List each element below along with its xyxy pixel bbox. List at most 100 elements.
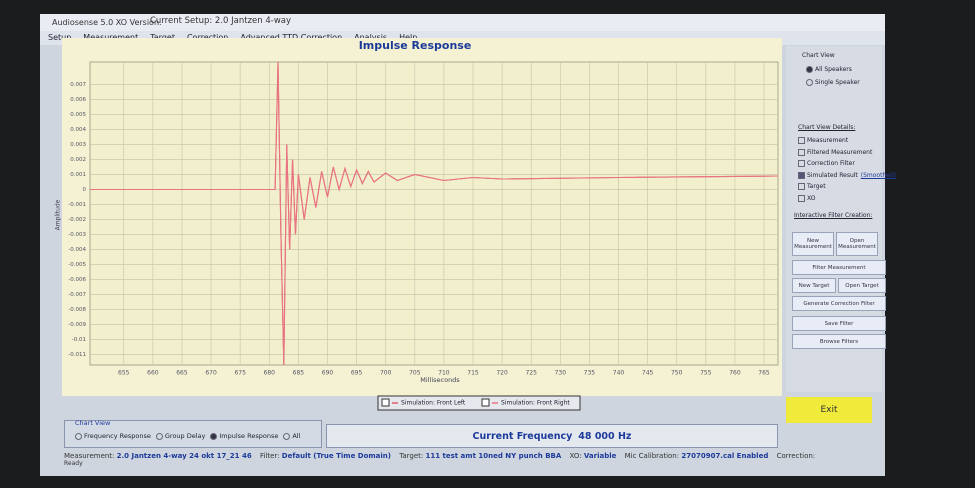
x-tick-label: 700: [380, 370, 392, 377]
x-tick-label: 680: [264, 370, 276, 377]
frequency-value: 48 000 Hz: [578, 430, 632, 442]
setup-title: Current Setup: 2.0 Jantzen 4-way: [150, 16, 292, 26]
checkbox[interactable]: Correction Filter: [798, 160, 896, 167]
button[interactable]: Open Measurement: [836, 232, 878, 256]
x-tick-label: 730: [555, 370, 567, 377]
y-tick-label: 0.002: [70, 157, 86, 163]
legend-checkbox: [381, 398, 390, 407]
exit-button[interactable]: Exit: [786, 397, 872, 423]
x-tick-label: 745: [642, 370, 654, 377]
radio-label: Frequency Response: [84, 432, 151, 440]
legend: [377, 395, 581, 411]
y-tick-label: -0.008: [68, 307, 86, 313]
chart-view-label: Chart View: [75, 419, 111, 427]
series-line: [90, 61, 779, 366]
ready: Ready: [64, 460, 83, 467]
checkbox-box: [798, 137, 805, 144]
checkbox[interactable]: Measurement: [798, 137, 896, 144]
frequency-box: Current Frequency 48 000 Hz: [326, 424, 778, 448]
button[interactable]: Browse Filters: [792, 334, 886, 349]
status-label: Target:: [399, 452, 424, 460]
y-tick-label: 0.007: [70, 82, 86, 88]
side-panel: Chart View All Speakers Single Speaker C…: [786, 46, 896, 392]
checkbox-label: Target: [807, 183, 826, 190]
y-tick-label: 0.001: [70, 172, 86, 178]
checkbox-box: [798, 160, 805, 167]
legend-label: Simulation: Front Right: [501, 400, 570, 407]
smoothed-link: (Smoothed): [860, 171, 897, 179]
y-tick-label: -0.009: [68, 322, 86, 328]
x-axis-label: Milliseconds: [420, 376, 460, 384]
radio-label: All: [292, 432, 301, 440]
y-tick-label: -0.005: [68, 262, 86, 268]
x-tick-label: 725: [525, 370, 537, 377]
x-tick-label: 690: [322, 370, 334, 377]
menu-item[interactable]: Measurement: [83, 33, 139, 42]
y-tick-label: -0.002: [68, 217, 86, 223]
y-tick-label: -0.011: [68, 352, 86, 358]
radio[interactable]: Impulse Response: [208, 432, 278, 440]
checkbox[interactable]: Simulated Result (Smoothed): [798, 171, 897, 179]
y-tick-label: -0.007: [68, 292, 86, 298]
menu-item[interactable]: Target: [150, 33, 175, 42]
menu-item[interactable]: Help: [399, 33, 418, 42]
radio-label: Impulse Response: [219, 432, 279, 440]
checkbox[interactable]: XO: [798, 194, 896, 202]
status-value: 2.0 Jantzen 4-way 24 okt 17_21 46: [116, 452, 252, 460]
x-tick-label: 660: [147, 370, 159, 377]
y-tick-label: -0.001: [68, 202, 86, 208]
radio[interactable]: Group Delay: [154, 432, 205, 440]
radio[interactable]: All: [281, 432, 300, 440]
x-tick-label: 705: [409, 370, 421, 377]
button[interactable]: Filter Measurement: [792, 260, 886, 275]
status-value: 27070907.cal Enabled: [681, 452, 769, 460]
y-tick-label: -0.006: [68, 277, 86, 283]
status-value: 111 test amt 10ned NY punch BBA: [425, 452, 562, 460]
radio[interactable]: Single Speaker: [804, 79, 860, 86]
y-tick-label: -0.01: [72, 337, 86, 343]
button[interactable]: New Measurement: [792, 232, 834, 256]
radio[interactable]: All Speakers: [804, 66, 852, 73]
radio-row: Frequency Response Group Delay Impulse Res…: [73, 432, 303, 440]
x-tick-label: 765: [758, 370, 770, 377]
app-title: Audiosense 5.0 XO Version.: [52, 18, 162, 27]
radio-dot: [210, 432, 218, 440]
details-title: Chart View Details:: [798, 124, 856, 131]
checkbox-box: [798, 171, 805, 179]
button[interactable]: Open Target: [838, 278, 886, 293]
button[interactable]: Generate Correction Filter: [792, 296, 886, 311]
radio-label: All Speakers: [815, 66, 852, 73]
button[interactable]: New Target: [792, 278, 836, 293]
y-tick-label: 0.004: [70, 127, 86, 133]
status-bar: Measurement: 2.0 Jantzen 4-way 24 okt 17…: [64, 452, 884, 474]
x-tick-label: 715: [467, 370, 479, 377]
checkbox-label: XO: [807, 194, 816, 202]
menu-item[interactable]: Advanced TTD Correction: [240, 33, 343, 42]
checkbox[interactable]: Target: [798, 183, 896, 190]
status-value: Default (True Time Domain): [281, 452, 391, 460]
filter-title: Interactive Filter Creation:: [794, 212, 873, 219]
frequency-label: Current Frequency: [472, 430, 573, 442]
status-label: Filter:: [259, 452, 280, 460]
x-tick-label: 655: [118, 370, 130, 377]
y-tick-label: 0.005: [70, 112, 86, 118]
radio-label: Single Speaker: [815, 79, 860, 86]
menu-item[interactable]: Setup: [48, 33, 72, 42]
menu-item[interactable]: Analysis: [354, 33, 388, 42]
radio[interactable]: Frequency Response: [73, 432, 151, 440]
y-axis-label: Amplitude: [55, 199, 62, 230]
checkbox[interactable]: Filtered Measurement: [798, 148, 896, 156]
y-tick-label: -0.004: [68, 247, 86, 253]
menu-item[interactable]: Correction: [186, 33, 229, 42]
x-tick-label: 710: [438, 370, 450, 377]
button[interactable]: Save Filter: [792, 316, 886, 331]
y-tick-label: 0: [83, 187, 87, 193]
legend-checkbox: [481, 398, 490, 407]
checkbox-label: Measurement: [807, 137, 849, 144]
radio-dot: [155, 432, 163, 440]
checkbox-label: Correction Filter: [807, 160, 855, 167]
chart-view-label: Chart View: [802, 52, 835, 59]
checkbox-label: Filtered Measurement: [807, 148, 873, 156]
